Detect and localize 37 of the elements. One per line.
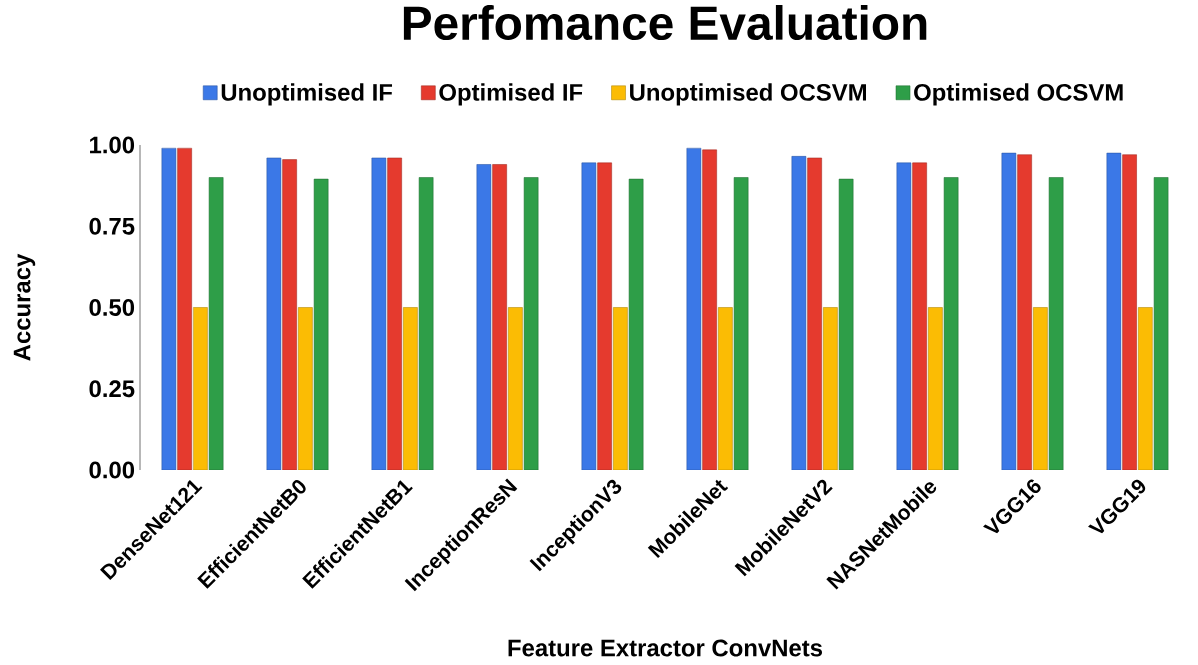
bar <box>1122 154 1137 470</box>
bar <box>282 159 297 470</box>
y-tick-label: 0.00 <box>89 461 135 479</box>
bar <box>403 307 418 470</box>
bar <box>193 307 208 470</box>
bar <box>523 177 539 470</box>
legend-label: Optimised IF <box>439 83 583 106</box>
bar <box>1017 154 1032 470</box>
legend-label: Optimised OCSVM <box>914 83 1123 106</box>
bar <box>508 307 523 470</box>
bar <box>208 177 224 470</box>
legend-label: Unoptimised OCSVM <box>630 83 866 106</box>
bar <box>838 178 854 470</box>
y-tick-label: 0.75 <box>89 217 135 235</box>
bar <box>387 157 402 470</box>
bar <box>418 177 434 470</box>
bar <box>912 162 927 470</box>
bar <box>807 157 822 470</box>
bar <box>928 307 943 470</box>
bar <box>613 307 628 470</box>
y-tick-label: 0.50 <box>89 299 135 316</box>
bar <box>1138 307 1153 470</box>
bar <box>702 149 717 470</box>
bar <box>177 147 192 470</box>
bar <box>1033 307 1048 470</box>
x-axis-title: Feature Extractor ConvNets <box>508 639 823 657</box>
bar <box>298 307 313 470</box>
y-tick-label: 1.00 <box>90 136 135 154</box>
bar <box>492 164 507 470</box>
bar <box>597 162 612 470</box>
chart-title: Perfomance Evaluation <box>403 5 927 41</box>
legend-label: Unoptimised IF <box>221 83 393 106</box>
y-tick-label: 0.25 <box>89 380 135 398</box>
y-axis-title: Accuracy <box>13 253 36 361</box>
bar <box>313 178 329 470</box>
bar <box>718 307 733 470</box>
bar <box>823 307 838 470</box>
